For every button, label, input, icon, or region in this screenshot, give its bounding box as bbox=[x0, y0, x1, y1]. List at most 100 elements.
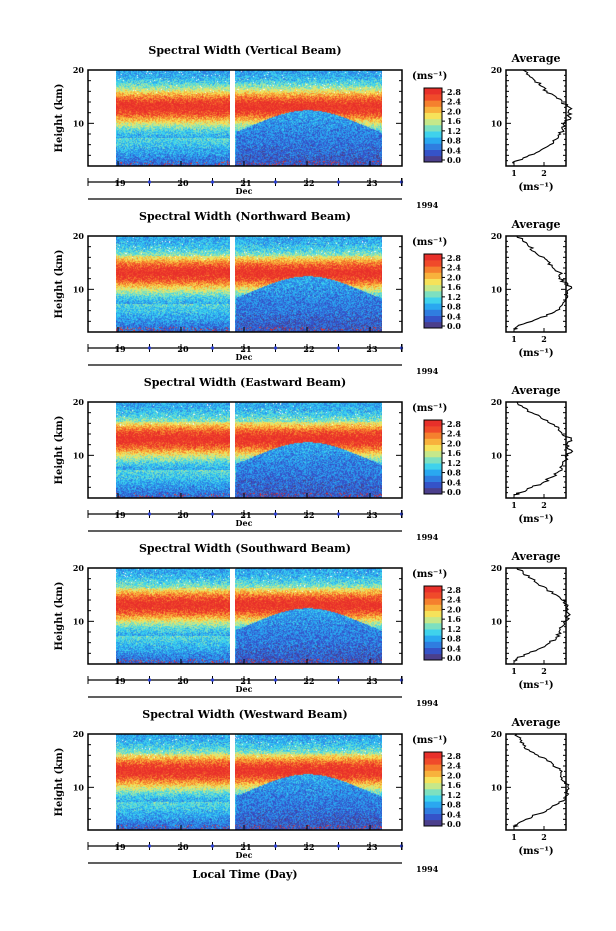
colorbar-segment bbox=[424, 420, 442, 427]
profile-frame bbox=[505, 401, 567, 499]
colorbar-tick-label: 2.8 bbox=[447, 87, 461, 97]
profile-y-tick-label: 10 bbox=[491, 450, 503, 460]
colorbar-tick-label: 0.4 bbox=[447, 643, 461, 653]
colorbar-segment bbox=[424, 616, 442, 624]
colorbar-tick-label: 0.8 bbox=[447, 634, 461, 644]
month-label: Dec bbox=[236, 352, 253, 362]
plot-frame bbox=[87, 235, 403, 333]
colorbar-tick-label: 0.0 bbox=[447, 819, 461, 829]
date-marker bbox=[210, 512, 215, 516]
colorbar-segment bbox=[424, 635, 442, 642]
y-axis-label: Height (km) bbox=[54, 748, 65, 817]
date-marker bbox=[273, 678, 278, 682]
colorbar-segment bbox=[424, 647, 442, 655]
profile-x-label: (ms⁻¹) bbox=[518, 348, 553, 359]
colorbar-segment bbox=[424, 112, 442, 120]
colorbar-segment bbox=[424, 155, 442, 163]
x-tick-label: 19 bbox=[114, 510, 126, 520]
date-marker bbox=[147, 678, 152, 682]
profile-line bbox=[513, 567, 571, 662]
colorbar-segment bbox=[424, 118, 442, 126]
colorbar-segment bbox=[424, 457, 442, 464]
profile-line bbox=[512, 733, 570, 828]
colorbar-segment bbox=[424, 309, 442, 316]
colorbar-segment bbox=[424, 752, 442, 759]
profile-title: Average bbox=[510, 716, 560, 729]
colorbar-tick-label: 2.0 bbox=[447, 106, 461, 116]
x-tick-label: 19 bbox=[114, 842, 126, 852]
colorbar-tick-label: 1.2 bbox=[447, 126, 461, 136]
colorbar-unit: (ms⁻¹) bbox=[412, 569, 447, 580]
profile-title: Average bbox=[510, 52, 560, 65]
colorbar-segment bbox=[424, 776, 442, 784]
year-label: 1994 bbox=[416, 864, 439, 874]
panel-4: Spectral Width (Southward Beam) 10 20 Heigh… bbox=[54, 542, 571, 708]
profile-title: Average bbox=[510, 384, 560, 397]
panel-title: Spectral Width (Vertical Beam) bbox=[148, 44, 341, 57]
date-marker bbox=[210, 844, 215, 848]
panel-3: Spectral Width (Eastward Beam) 10 20 Height… bbox=[54, 376, 574, 542]
colorbar-tick-label: 2.0 bbox=[447, 272, 461, 282]
colorbar-frame bbox=[423, 253, 443, 329]
month-label: Dec bbox=[236, 518, 253, 528]
x-tick-label: 19 bbox=[114, 178, 126, 188]
date-marker bbox=[336, 844, 341, 848]
colorbar-tick-label: 0.8 bbox=[447, 800, 461, 810]
heatmap-image bbox=[116, 402, 382, 498]
y-tick-label: 20 bbox=[73, 563, 85, 573]
x-tick-label: 21 bbox=[240, 842, 251, 852]
panel-title: Spectral Width (Southward Beam) bbox=[139, 542, 351, 555]
date-marker bbox=[147, 346, 152, 350]
panel-1: Spectral Width (Vertical Beam) 10 20 Height… bbox=[54, 44, 573, 210]
x-tick-label: 23 bbox=[366, 842, 378, 852]
x-tick-label: 21 bbox=[240, 510, 251, 520]
profile-x-label: (ms⁻¹) bbox=[518, 514, 553, 525]
colorbar-segment bbox=[424, 604, 442, 611]
colorbar-segment bbox=[424, 303, 442, 310]
heatmap-image bbox=[116, 236, 382, 332]
colorbar-tick-label: 2.0 bbox=[447, 438, 461, 448]
colorbar-unit: (ms⁻¹) bbox=[412, 237, 447, 248]
colorbar-segment bbox=[424, 795, 442, 802]
colorbar-segment bbox=[424, 819, 442, 827]
date-marker bbox=[210, 678, 215, 682]
heatmap-image bbox=[116, 734, 382, 830]
x-tick-label: 23 bbox=[366, 344, 378, 354]
colorbar-segment bbox=[424, 450, 442, 458]
colorbar-tick-label: 1.6 bbox=[447, 116, 461, 126]
x-tick-label: 21 bbox=[240, 178, 251, 188]
colorbar-segment bbox=[424, 610, 442, 618]
date-marker bbox=[147, 512, 152, 516]
colorbar-tick-label: 0.0 bbox=[447, 487, 461, 497]
plot-frame bbox=[87, 567, 403, 665]
colorbar-segment bbox=[424, 469, 442, 476]
profile-y-tick-label: 10 bbox=[491, 118, 503, 128]
colorbar-segment bbox=[424, 297, 442, 304]
colorbar-segment bbox=[424, 598, 442, 605]
year-label: 1994 bbox=[416, 200, 439, 210]
profile-x-tick-label: 2 bbox=[541, 666, 547, 676]
profile-x-label: (ms⁻¹) bbox=[518, 182, 553, 193]
colorbar-tick-label: 0.8 bbox=[447, 136, 461, 146]
colorbar-segment bbox=[424, 444, 442, 452]
profile-frame bbox=[505, 69, 567, 167]
colorbar-tick-label: 2.8 bbox=[447, 419, 461, 429]
colorbar-segment bbox=[424, 592, 442, 599]
profile-x-tick-label: 1 bbox=[511, 500, 517, 510]
colorbar-tick-label: 0.4 bbox=[447, 809, 461, 819]
plot-frame bbox=[87, 401, 403, 499]
profile-title: Average bbox=[510, 550, 560, 563]
colorbar-segment bbox=[424, 125, 442, 132]
y-axis-label: Height (km) bbox=[54, 416, 65, 485]
profile-x-tick-label: 2 bbox=[541, 334, 547, 344]
year-label: 1994 bbox=[416, 698, 439, 708]
profile-x-tick-label: 1 bbox=[511, 168, 517, 178]
colorbar-tick-label: 2.8 bbox=[447, 253, 461, 263]
x-tick-label: 20 bbox=[177, 178, 189, 188]
date-marker bbox=[273, 844, 278, 848]
x-tick-label: 21 bbox=[240, 344, 251, 354]
x-tick-label: 19 bbox=[114, 676, 126, 686]
colorbar-segment bbox=[424, 432, 442, 439]
x-tick-label: 23 bbox=[366, 510, 378, 520]
